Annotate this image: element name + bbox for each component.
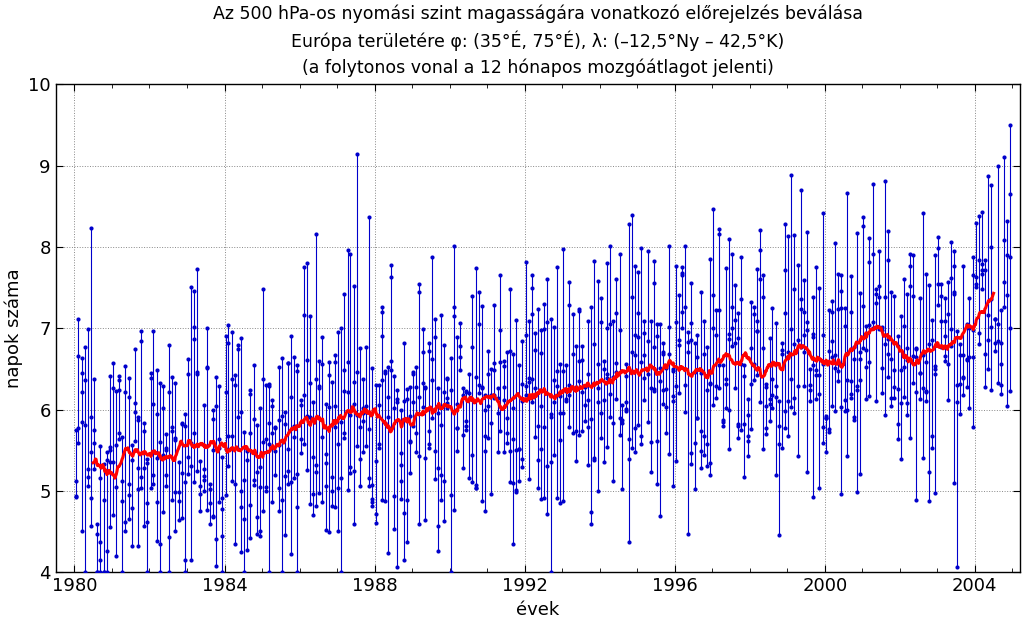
Title: Az 500 hPa-os nyomási szint magasságára vonatkozó előrejelzés beválása
Európa te: Az 500 hPa-os nyomási szint magasságára … — [213, 4, 863, 77]
Y-axis label: napok száma: napok száma — [4, 269, 23, 388]
X-axis label: évek: évek — [516, 601, 559, 619]
